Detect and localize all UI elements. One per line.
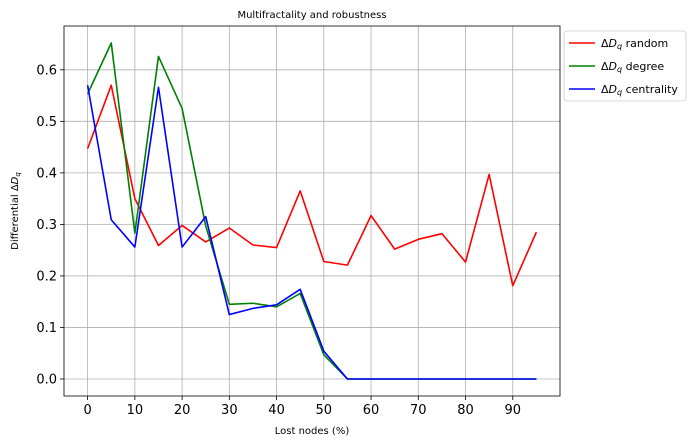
axes-frame (63, 25, 561, 397)
x-tick-label: 50 (316, 403, 333, 418)
y-tick-label: 0.4 (36, 166, 57, 181)
y-tick-label: 0.2 (36, 269, 57, 284)
legend-label-d: D (609, 37, 617, 50)
legend-label-sub: q (617, 88, 622, 97)
legend-label-sub: q (617, 42, 622, 51)
legend-label-d: D (609, 83, 617, 96)
legend-label-d: D (609, 60, 617, 73)
legend-label-prefix: Δ (601, 37, 609, 50)
legend-label-0: ΔDq random (601, 37, 668, 51)
y-tick-label: 0.3 (36, 218, 57, 233)
x-tick-label: 40 (268, 403, 285, 418)
y-tick-label: 0.5 (36, 115, 57, 130)
x-tick-label: 90 (504, 403, 521, 418)
legend-label-prefix: Δ (601, 83, 609, 96)
x-axis-label: Lost nodes (%) (275, 426, 350, 437)
y-axis-label-sub: q (14, 172, 22, 177)
series-line-0 (86, 84, 538, 287)
y-tick-label: 0.6 (36, 63, 57, 78)
y-tick-label: 0.1 (36, 321, 57, 336)
legend-label-sub: q (617, 65, 622, 74)
x-tick-label: 0 (83, 403, 91, 418)
legend-label-suffix: degree (622, 60, 664, 73)
legend-label-suffix: centrality (622, 83, 678, 96)
axis-ticks: 0 10 20 30 40 50 60 70 80 90 0.0 0.1 0.2 0.3 0.4 0.5 0.6 (36, 63, 521, 418)
legend-label-prefix: Δ (601, 60, 609, 73)
x-tick-label: 80 (457, 403, 474, 418)
legend-label-suffix: random (622, 37, 668, 50)
x-tick-label: 60 (363, 403, 380, 418)
chart-title: Multifractality and robustness (237, 10, 386, 21)
series-line-2 (86, 85, 537, 380)
x-tick-label: 30 (221, 403, 238, 418)
series-line-1 (86, 42, 537, 380)
y-axis-label: Differential ΔDq (10, 172, 22, 250)
legend-box (563, 30, 687, 102)
legend-label-1: ΔDq degree (601, 60, 664, 74)
y-axis-label-d: D (10, 176, 21, 184)
x-tick-label: 20 (174, 403, 191, 418)
y-axis-label-delta: Δ (10, 184, 21, 191)
y-axis-label-text: Differential (10, 191, 21, 250)
series-lines (86, 42, 538, 380)
y-tick-label: 0.0 (36, 372, 57, 387)
legend-label-2: ΔDq centrality (601, 83, 678, 97)
x-tick-label: 10 (127, 403, 144, 418)
x-tick-label: 70 (410, 403, 427, 418)
